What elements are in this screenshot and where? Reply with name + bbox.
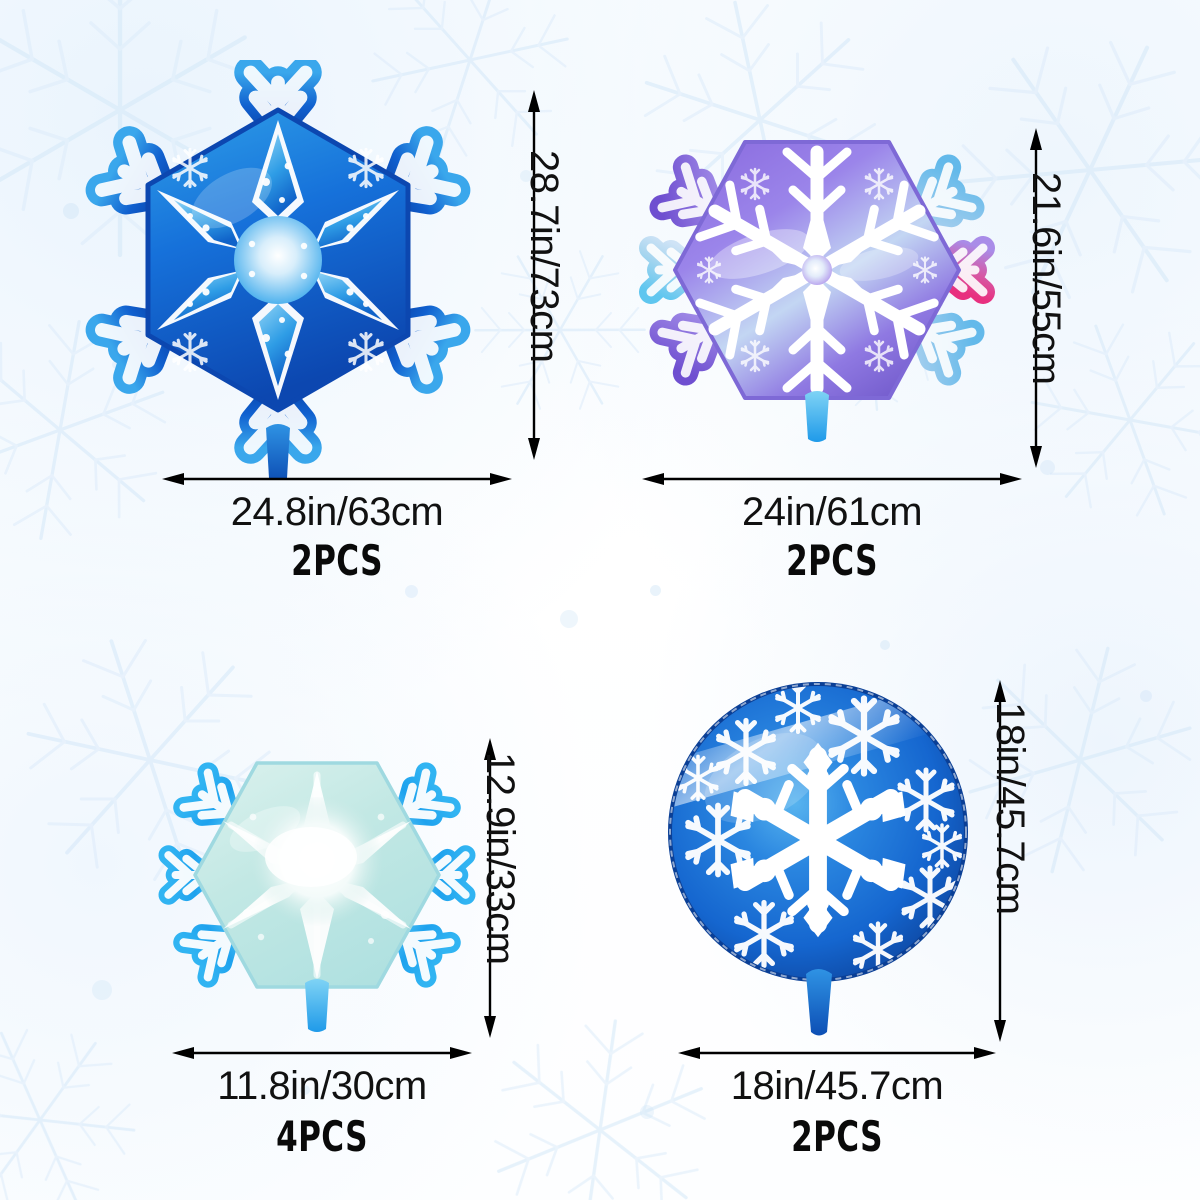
panel-round-blue: 18in/45.7cm 18in/45.7cm 2PCS <box>600 600 1200 1200</box>
panel-purple-snowflake: 21.6in/55cm 24in/61cm 2PCS <box>600 0 1200 600</box>
mint-snowflake-balloon-art <box>152 761 482 1032</box>
blue-snowflake-balloon-art <box>18 60 538 481</box>
balloon-neck <box>805 391 829 442</box>
quantity-label: 2PCS <box>791 1112 883 1161</box>
height-dimension-label: 12.9in/33cm <box>478 752 522 965</box>
quantity-label: 4PCS <box>276 1112 368 1161</box>
mint-snowflake-balloon[interactable] <box>152 725 482 1050</box>
balloon-neck <box>266 424 290 481</box>
width-dimension-arrow <box>172 1042 472 1064</box>
round-blue-snowflake-balloon[interactable] <box>668 682 978 1047</box>
quantity-label: 2PCS <box>291 536 383 585</box>
width-dimension-arrow <box>642 468 1022 490</box>
height-dimension-arrow-2 <box>478 738 502 1038</box>
quantity-label: 2PCS <box>786 536 878 585</box>
width-dimension-label: 24.8in/63cm <box>230 490 444 534</box>
height-dimension-label: 18in/45.7cm <box>988 702 1032 915</box>
width-dimension-label: 11.8in/30cm <box>217 1064 427 1108</box>
round-blue-balloon-art <box>668 682 968 1036</box>
balloon-neck <box>305 979 329 1032</box>
balloon-neck <box>806 969 832 1036</box>
width-dimension-label: 18in/45.7cm <box>730 1064 944 1108</box>
height-dimension-arrow <box>988 680 1012 1042</box>
blue-snowflake-balloon[interactable] <box>18 60 538 485</box>
height-dimension-arrow <box>1024 128 1048 468</box>
height-dimension-arrow <box>522 90 546 460</box>
purple-snowflake-balloon[interactable] <box>612 95 1022 470</box>
width-dimension-arrow <box>678 1042 996 1064</box>
height-dimension-label: 28.7in/73cm <box>522 150 566 363</box>
panel-mint-snowflake: 12.9in/33cm 11.8in/30cm 4PCS <box>0 600 600 1200</box>
panel-blue-snowflake: 28.7in/73cm 24.8in/63cm 2PCS <box>0 0 600 600</box>
width-dimension-arrow <box>162 468 512 490</box>
height-dimension-label: 21.6in/55cm <box>1024 172 1068 385</box>
width-dimension-label: 24in/61cm <box>741 490 923 534</box>
purple-snowflake-balloon-art <box>612 140 1022 442</box>
